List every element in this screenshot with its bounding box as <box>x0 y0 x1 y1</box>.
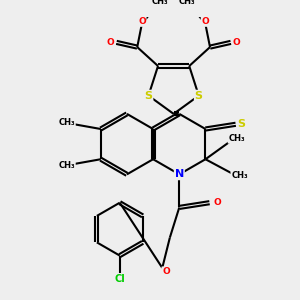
Text: O: O <box>107 38 115 47</box>
Text: CH₃: CH₃ <box>152 0 168 6</box>
Text: S: S <box>145 91 152 100</box>
Text: O: O <box>213 198 221 207</box>
Text: CH₃: CH₃ <box>58 161 75 170</box>
Text: S: S <box>195 91 203 100</box>
Text: O: O <box>138 17 146 26</box>
Text: CH₃: CH₃ <box>179 0 196 6</box>
Text: CH₃: CH₃ <box>231 171 248 180</box>
Text: CH₃: CH₃ <box>58 118 75 127</box>
Text: O: O <box>201 17 209 26</box>
Text: Cl: Cl <box>114 274 125 284</box>
Text: N: N <box>175 169 184 179</box>
Text: CH₃: CH₃ <box>228 134 245 143</box>
Text: O: O <box>162 267 170 276</box>
Text: O: O <box>232 38 240 47</box>
Text: S: S <box>237 119 245 129</box>
